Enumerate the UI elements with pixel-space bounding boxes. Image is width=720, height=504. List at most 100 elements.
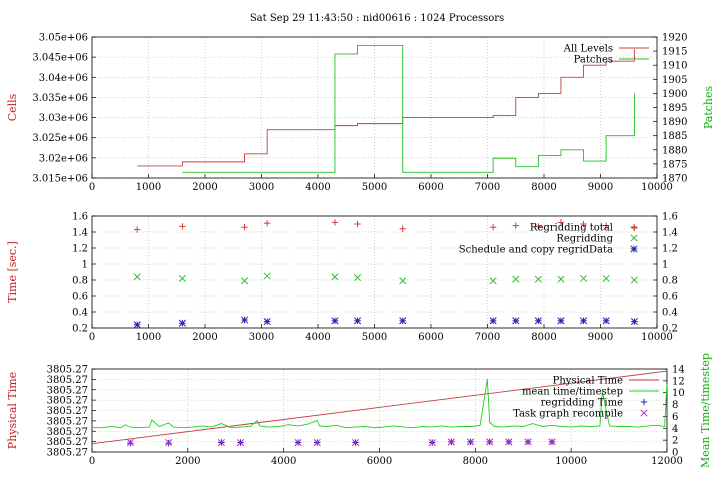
y-tick-label: 3805.27	[47, 427, 88, 438]
y2-tick-label: 10	[672, 388, 685, 399]
x-tick-label: 7000	[475, 332, 500, 343]
y2-tick-label: 1875	[662, 159, 687, 170]
series-1-point	[579, 274, 588, 282]
series-0-point	[241, 224, 248, 231]
series-1-point	[263, 272, 271, 280]
y-tick-label: 3.015e+06	[32, 174, 88, 185]
x-tick-label: 5000	[362, 182, 387, 193]
plot-frame	[91, 368, 668, 453]
x-tick-label: 1000	[136, 182, 161, 193]
panel-physical-time: 0 2000 4000 6000 8000 10000 120003805.273805.2…	[6, 353, 712, 468]
y-tick-label: 1.6	[72, 212, 88, 223]
series-2-point	[133, 321, 141, 329]
legend-label: Regridding	[556, 234, 613, 245]
series-2-point	[630, 318, 638, 326]
series-3-point	[351, 438, 360, 447]
y-axis-label: Physical Time	[6, 372, 19, 449]
y-tick-label: 3805.27	[47, 437, 88, 448]
series-3-point	[217, 438, 225, 447]
series-0-point	[263, 220, 271, 227]
series-2-point	[512, 317, 520, 325]
y2-axis-label: Patches	[702, 86, 715, 130]
series-1-point	[178, 274, 186, 282]
x-tick-label: 3000	[249, 182, 274, 193]
series-0-point	[179, 223, 186, 230]
series-1-point	[240, 277, 249, 285]
series-0-point	[354, 220, 361, 228]
series-0-point	[134, 226, 141, 233]
x-tick-label: 10000	[555, 456, 587, 467]
y2-tick-label: 0	[672, 448, 678, 459]
legend-label: Task graph recompile	[513, 409, 623, 420]
x-tick-label: 2000	[192, 182, 217, 193]
y2-tick-label: 1	[662, 260, 668, 271]
y2-tick-label: 0.6	[662, 292, 678, 303]
y2-tick-label: 0.8	[662, 276, 678, 287]
y2-tick-label: 1895	[662, 103, 687, 114]
series-3-point	[294, 438, 302, 447]
legend-label: Physical Time	[553, 376, 623, 387]
x-tick-label: 3000	[249, 332, 274, 343]
x-tick-label: 6000	[367, 456, 392, 467]
y-tick-label: 3805.27	[47, 365, 88, 376]
series-0-point	[512, 222, 519, 229]
y-tick-label: 3805.27	[47, 416, 88, 427]
series-3-point	[466, 438, 475, 446]
plot-frame	[91, 215, 658, 329]
x-tick-label: 6000	[418, 332, 443, 343]
x-tick-label: 8000	[531, 332, 556, 343]
legend-label: All Levels	[563, 44, 613, 55]
x-tick-label: 2000	[175, 456, 200, 467]
x-tick-label: 10000	[641, 182, 673, 193]
x-tick-label: 4000	[305, 182, 330, 193]
y-axis-label: Cells	[6, 93, 19, 121]
series-2-point	[399, 317, 407, 325]
y2-tick-label: 6	[672, 412, 678, 423]
series-2-point	[557, 317, 565, 325]
y-tick-label: 3805.27	[47, 385, 88, 396]
x-tick-label: 10000	[641, 332, 673, 343]
series-1-point	[557, 275, 565, 283]
series-0-point	[331, 219, 339, 226]
y-tick-label: 3.03e+06	[39, 113, 88, 124]
series-3-point	[486, 438, 494, 446]
series-3-point	[505, 438, 513, 446]
x-tick-label: 8000	[463, 456, 488, 467]
y2-tick-label: 0.2	[662, 324, 678, 335]
y-tick-label: 3805.27	[47, 406, 88, 417]
x-tick-label: 1000	[136, 332, 161, 343]
series-2-point	[353, 317, 362, 325]
series-0-point	[535, 223, 542, 230]
y2-tick-label: 1880	[662, 145, 687, 156]
series-1-point	[331, 273, 339, 281]
x-tick-label: 7000	[475, 182, 500, 193]
series-3-point	[313, 438, 321, 447]
series-line-0	[137, 49, 635, 167]
legend-marker	[640, 398, 648, 406]
legend-label: Patches	[574, 55, 613, 66]
x-tick-label: 4000	[271, 456, 296, 467]
y2-tick-label: 1890	[662, 117, 687, 128]
legend-label: Schedule and copy regridData	[459, 245, 613, 256]
y2-tick-label: 1870	[662, 174, 687, 185]
series-2-point	[579, 317, 588, 325]
x-tick-label: 8000	[531, 182, 556, 193]
series-1-point	[133, 273, 141, 281]
x-tick-label: 2000	[192, 332, 217, 343]
y-tick-label: 1.2	[72, 244, 88, 255]
series-3-point	[548, 438, 556, 446]
y2-tick-label: 0.4	[662, 308, 678, 319]
x-tick-label: 9000	[588, 332, 613, 343]
legend-label: mean time/timestep	[522, 387, 623, 398]
series-line-0	[91, 370, 668, 445]
legend-label: Regridding total	[530, 223, 613, 234]
series-0-point	[580, 220, 587, 228]
series-2-point	[534, 317, 542, 325]
y-tick-label: 3805.27	[47, 448, 88, 459]
y-tick-label: 3805.27	[47, 375, 88, 386]
y2-tick-label: 1905	[662, 75, 687, 86]
x-tick-label: 6000	[418, 182, 443, 193]
series-line-1	[182, 45, 635, 173]
series-1-point	[489, 277, 497, 285]
y2-tick-label: 14	[672, 365, 685, 376]
